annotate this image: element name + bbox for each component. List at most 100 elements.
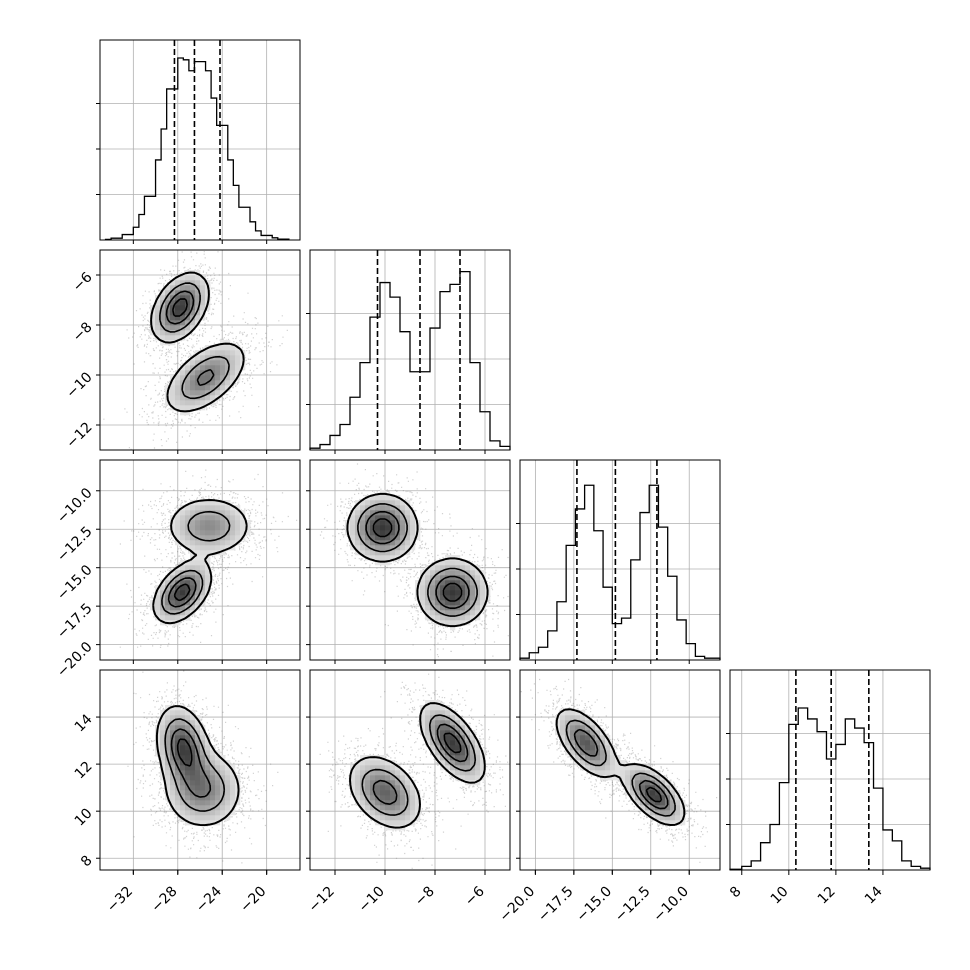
- density-cell: [185, 320, 191, 326]
- density-cell: [185, 800, 191, 806]
- density-cell: [395, 550, 401, 556]
- density-cell: [575, 710, 581, 716]
- density-cell: [195, 765, 201, 771]
- density-cell: [190, 775, 196, 781]
- density-cell: [575, 730, 581, 736]
- density-cell: [365, 505, 371, 511]
- x-tick-label: −20.0: [497, 884, 539, 926]
- scatter-panel-0-2: −20.0−17.5−15.0−12.5−10.0: [54, 459, 301, 681]
- density-cell: [205, 350, 211, 356]
- contour-line: [165, 290, 215, 386]
- density-cell: [375, 525, 381, 531]
- density-cell: [160, 710, 166, 716]
- density-cell: [215, 515, 221, 521]
- density-cell: [645, 795, 651, 801]
- density-cell: [350, 530, 356, 536]
- density-cell: [465, 580, 471, 586]
- density-cell: [220, 815, 226, 821]
- density-cell: [195, 310, 201, 316]
- density-cell: [435, 715, 441, 721]
- density-cell: [435, 565, 441, 571]
- density-cell: [385, 495, 391, 501]
- density-cell: [450, 560, 456, 566]
- density-cell: [475, 780, 481, 786]
- density-cell: [405, 505, 411, 511]
- density-cell: [175, 800, 181, 806]
- contour-line: [150, 271, 245, 413]
- density-cell: [370, 540, 376, 546]
- density-cell: [185, 815, 191, 821]
- density-cell: [625, 785, 631, 791]
- density-cell: [465, 765, 471, 771]
- density-cell: [635, 790, 641, 796]
- density-cell: [600, 735, 606, 741]
- density-cell: [410, 545, 416, 551]
- density-cell: [455, 725, 461, 731]
- density-cell: [160, 310, 166, 316]
- density-cell: [195, 280, 201, 286]
- density-cell: [170, 725, 176, 731]
- density-cell: [400, 795, 406, 801]
- density-cell: [190, 360, 196, 366]
- density-cell: [215, 360, 221, 366]
- density-cell: [425, 700, 431, 706]
- density-cell: [190, 795, 196, 801]
- density-cell: [465, 760, 471, 766]
- density-cell: [380, 785, 386, 791]
- density-cell: [430, 605, 436, 611]
- density-cell: [160, 740, 166, 746]
- density-cell: [165, 585, 171, 591]
- density-cell: [375, 785, 381, 791]
- density-cell: [200, 550, 206, 556]
- density-cell: [170, 400, 176, 406]
- density-cell: [385, 785, 391, 791]
- density-cell: [180, 285, 186, 291]
- density-cell: [195, 740, 201, 746]
- density-cell: [395, 770, 401, 776]
- density-cell: [225, 785, 231, 791]
- density-cell: [625, 770, 631, 776]
- density-cell: [380, 540, 386, 546]
- x-tick-label: −12.5: [612, 884, 654, 926]
- density-cell: [645, 810, 651, 816]
- density-cell: [425, 595, 431, 601]
- density-cell: [460, 615, 466, 621]
- density-cell: [160, 730, 166, 736]
- density-cell: [380, 525, 386, 531]
- density-cell: [465, 725, 471, 731]
- density-cell: [175, 770, 181, 776]
- density-cell: [440, 560, 446, 566]
- density-cell: [395, 525, 401, 531]
- density-cell: [410, 520, 416, 526]
- density-cell: [390, 550, 396, 556]
- density-cell: [190, 285, 196, 291]
- density-cell: [365, 550, 371, 556]
- contour-line: [372, 723, 469, 805]
- histogram-step: [729, 707, 931, 870]
- density-cell: [405, 805, 411, 811]
- density-cell: [175, 385, 181, 391]
- density-cell: [200, 760, 206, 766]
- density-cell: [175, 315, 181, 321]
- density-cell: [175, 290, 181, 296]
- density-cell: [205, 355, 211, 361]
- density-cell: [580, 750, 586, 756]
- density-cell: [355, 775, 361, 781]
- density-cell: [390, 515, 396, 521]
- density-cell: [195, 790, 201, 796]
- density-cell: [440, 600, 446, 606]
- density-cell: [195, 505, 201, 511]
- density-cell: [355, 790, 361, 796]
- density-cell: [215, 370, 221, 376]
- density-cell: [195, 580, 201, 586]
- density-cell: [385, 500, 391, 506]
- density-cell: [435, 725, 441, 731]
- density-cell: [190, 280, 196, 286]
- density-cell: [195, 275, 201, 281]
- density-cell: [185, 560, 191, 566]
- density-cell: [430, 725, 436, 731]
- density-cell: [380, 555, 386, 561]
- density-cell: [435, 700, 441, 706]
- density-cell: [420, 605, 426, 611]
- density-cell: [430, 730, 436, 736]
